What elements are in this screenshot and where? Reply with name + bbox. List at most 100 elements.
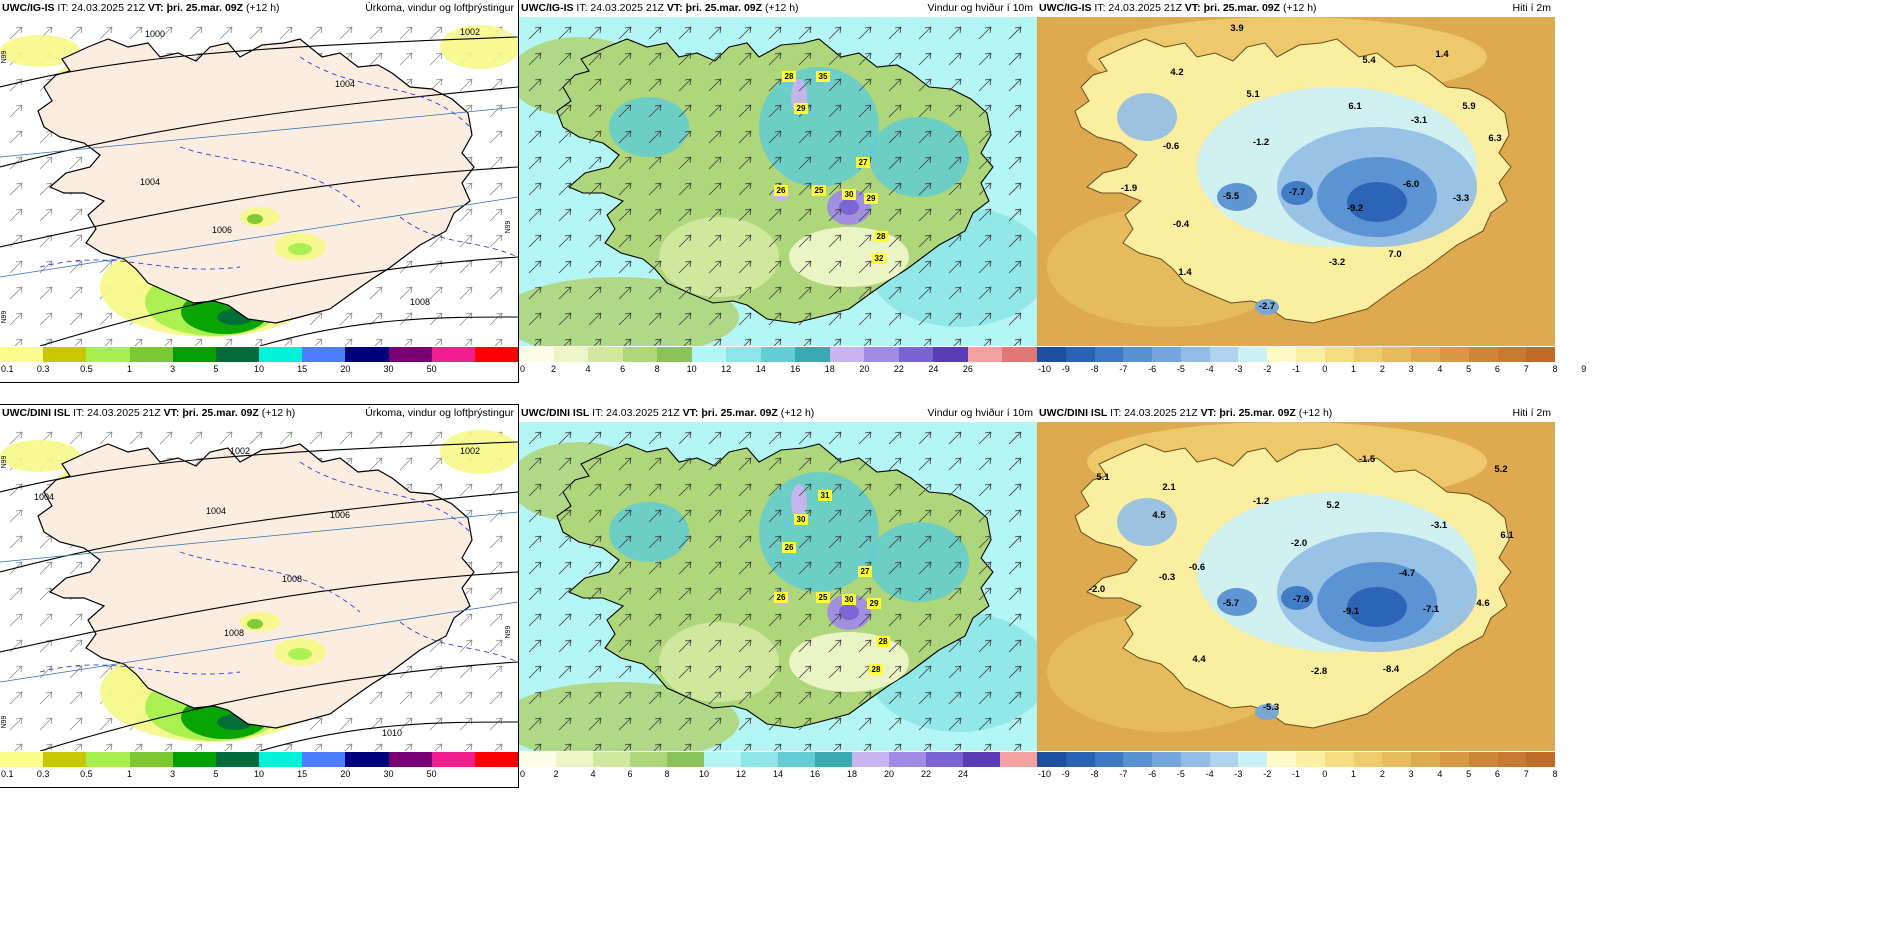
colorbar-swatch	[519, 752, 556, 767]
colorbar-swatch	[1180, 347, 1210, 362]
wind-arrow-arrow	[918, 509, 932, 523]
wind-barb-arrow	[489, 613, 503, 627]
wind-arrow-arrow	[798, 639, 812, 653]
wind-arrow-arrow	[828, 717, 842, 731]
wind-arrow-arrow	[828, 509, 842, 523]
precip-map-panel: UWC/DINI ISL IT: 24.03.2025 21Z VT: þri.…	[0, 404, 519, 788]
wind-arrow-arrow	[803, 743, 812, 751]
wind-arrow-arrow	[648, 483, 662, 497]
colorbar-tick-label: -3	[1234, 364, 1243, 374]
wind-arrow-arrow	[708, 613, 722, 627]
wind-barb-arrow	[69, 260, 83, 274]
gust-label-bg	[842, 594, 856, 605]
wind-arrow-arrow	[708, 561, 722, 575]
wind-arrow-arrow	[738, 457, 752, 471]
colorbar-swatch	[1296, 347, 1325, 362]
temp-map: -1.5 5.2 5.1 2.1 4.5 -1.2 5.2 -3.1 6.1 -2.0 -0.6 -0…	[1037, 422, 1555, 751]
colorbar-swatch	[1123, 347, 1153, 362]
colorbar-tick-label: 18	[846, 769, 858, 779]
colorbar-swatch	[691, 347, 727, 362]
temp-label: -2.7	[1259, 301, 1275, 312]
wind-arrow-arrow	[828, 312, 842, 326]
temp-area	[1217, 588, 1257, 616]
wind-arrow-arrow	[528, 234, 542, 248]
colorbar-swatch	[593, 752, 630, 767]
panel-header: UWC/DINI ISL IT: 24.03.2025 21Z VT: þri.…	[0, 405, 518, 421]
wind-arrow-arrow	[738, 130, 752, 144]
wind-arrow-arrow	[648, 613, 662, 627]
wind-barb-arrow	[164, 743, 173, 751]
wind-arrow-arrow	[978, 561, 992, 575]
wind-barb-arrow	[39, 286, 53, 300]
gust-label-bg	[869, 664, 883, 675]
wind-barb-arrow	[254, 338, 263, 346]
colorbar-swatch	[1180, 752, 1210, 767]
wind-arrow-arrow	[1008, 26, 1022, 40]
wind-barb-arrow	[69, 613, 83, 627]
wind-arrow-arrow	[888, 457, 902, 471]
edge-label: N99	[1, 310, 8, 323]
gust-label: 25	[819, 593, 828, 602]
wind-arrow-arrow	[653, 338, 662, 346]
wind-arrow-arrow	[948, 691, 962, 705]
wind-arrow-arrow	[738, 208, 752, 222]
wind-arrow-arrow	[678, 156, 692, 170]
wind-arrow-arrow	[948, 26, 962, 40]
wind-arrow-arrow	[828, 587, 842, 601]
colorbar-tick-label: 24	[957, 769, 969, 779]
wind-arrow-arrow	[678, 691, 692, 705]
colorbar-swatch	[1497, 752, 1527, 767]
map-canvas: 1002 1002 1004 1004 1006 1008 1008 1010 N99 N99 N9…	[0, 422, 518, 751]
wind-barb-arrow	[99, 26, 113, 40]
wind-barb-arrow	[399, 52, 413, 66]
colorbar-tick-label: 16	[809, 769, 821, 779]
gust-label: 26	[777, 593, 786, 602]
colorbar-tick-label: 1	[1351, 769, 1357, 779]
wind-arrow-arrow	[1008, 52, 1022, 66]
wind-arrow-arrow	[588, 260, 602, 274]
wind-arrow-arrow	[858, 431, 872, 445]
precip-map: 1002 1002 1004 1004 1006 1008 1008 1010 N99 N99 N9…	[0, 422, 518, 751]
wind-arrow-arrow	[948, 561, 962, 575]
colorbar-swatch	[1439, 347, 1469, 362]
colorbar	[519, 752, 1037, 767]
gust-label: 26	[785, 543, 794, 552]
wind-arrow-arrow	[918, 587, 932, 601]
temp-label: -3.1	[1411, 115, 1428, 126]
lead-time: (+12 h)	[764, 2, 799, 14]
wind-arrow-arrow	[558, 104, 572, 118]
colorbar-swatch	[622, 347, 658, 362]
panel-run-info: UWC/DINI ISL IT: 24.03.2025 21Z VT: þri.…	[521, 405, 814, 421]
wind-arrow-arrow	[858, 312, 872, 326]
wind-arrow-arrow	[558, 639, 572, 653]
init-time: IT: 24.03.2025 21Z	[1110, 407, 1198, 419]
wind-arrow-arrow	[978, 509, 992, 523]
wind-arrow-arrow	[738, 717, 752, 731]
wind-arrow-arrow	[828, 561, 842, 575]
wind-arrow-arrow	[1008, 509, 1022, 523]
wind-arrow-arrow	[738, 691, 752, 705]
wind-arrow-arrow	[528, 613, 542, 627]
wind-arrow-arrow	[1013, 743, 1022, 751]
temperature-contour	[399, 216, 518, 258]
colorbar-swatch	[0, 347, 44, 362]
wind-arrow-arrow	[798, 665, 812, 679]
init-time: IT: 24.03.2025 21Z	[73, 407, 161, 419]
wind-barb-arrow	[284, 338, 293, 346]
wind-arrow-arrow	[828, 691, 842, 705]
wind-barb-arrow	[69, 639, 83, 653]
wind-arrow-arrow	[618, 535, 632, 549]
colorbar-tick-label: 8	[654, 364, 660, 374]
wind-arrow-arrow	[708, 509, 722, 523]
colorbar-tick-label: 30	[383, 769, 394, 779]
temp-label: 6.1	[1500, 530, 1514, 541]
wind-barb-arrow	[99, 431, 113, 445]
colorbar-tick-label: -6	[1148, 769, 1157, 779]
wind-arrow-arrow	[678, 104, 692, 118]
wind-arrow-arrow	[918, 665, 932, 679]
panel-run-info: UWC/IG-IS IT: 24.03.2025 21Z VT: þri. 25…	[2, 0, 280, 16]
wind-arrow-arrow	[528, 561, 542, 575]
wind-arrow-arrow	[798, 457, 812, 471]
wind-barb-arrow	[9, 234, 23, 248]
colorbar-swatch	[1000, 752, 1037, 767]
